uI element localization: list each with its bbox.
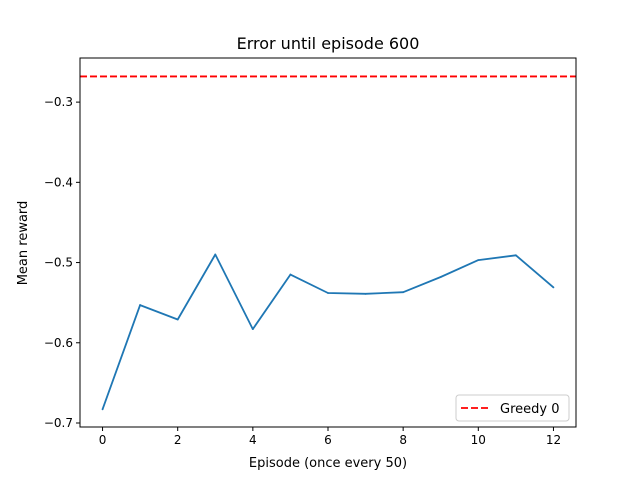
- data-point: [251, 328, 254, 331]
- data-point: [327, 292, 329, 294]
- x-axis-label: Episode (once every 50): [249, 456, 407, 471]
- y-tick-label: −0.5: [44, 256, 73, 270]
- data-point: [289, 273, 292, 276]
- data-point: [101, 408, 104, 411]
- legend-box: [455, 394, 570, 422]
- y-tick-label: −0.3: [44, 95, 73, 109]
- data-point: [176, 318, 179, 321]
- y-tick-label: −0.7: [44, 416, 73, 430]
- x-tick-label: 0: [99, 433, 107, 447]
- data-point: [514, 254, 517, 257]
- legend-label-greedy-0: Greedy 0: [500, 402, 559, 417]
- x-tick-label: 10: [471, 433, 486, 447]
- x-tick-label: 12: [546, 433, 561, 447]
- chart-title: Error until episode 600: [237, 34, 420, 53]
- data-point: [364, 292, 367, 295]
- y-tick-label: −0.4: [44, 175, 73, 189]
- y-axis-label: Mean reward: [16, 201, 31, 286]
- data-point: [477, 259, 480, 262]
- plot-area: 0 2 4 6 8 10 12 −0.7 −0.6 −0.5 −0.4 −0.3: [44, 75, 576, 447]
- y-tick-label: −0.6: [44, 336, 73, 350]
- x-tick-label: 2: [174, 433, 182, 447]
- x-tick-label: 6: [324, 433, 332, 447]
- data-point: [552, 286, 555, 289]
- data-point: [402, 291, 405, 294]
- x-tick-label: 8: [399, 433, 407, 447]
- data-point: [439, 276, 442, 278]
- data-point: [139, 304, 142, 306]
- data-point: [214, 253, 217, 256]
- plot-frame: [79, 57, 577, 428]
- x-tick-label: 4: [249, 433, 257, 447]
- legend: Greedy 0: [455, 394, 570, 422]
